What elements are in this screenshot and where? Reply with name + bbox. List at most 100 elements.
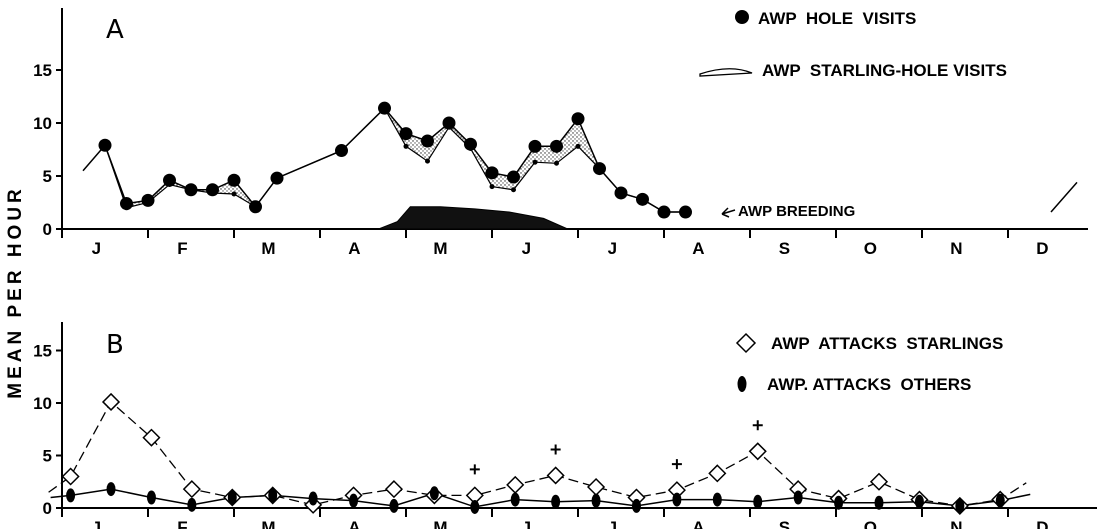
attacks-others-point: [874, 495, 884, 510]
attacks-starlings-point: [61, 467, 80, 486]
attacks-others-point: [66, 488, 76, 503]
attacks-others-point: [712, 492, 722, 507]
starling-visits-point: [124, 205, 129, 211]
attacks-others-point: [753, 494, 763, 509]
plus-marker: [671, 459, 682, 470]
x-tick-label: A: [692, 518, 704, 529]
attacks-starlings-point: [101, 392, 121, 412]
y-tick-label: 10: [33, 114, 52, 133]
x-tick-label: F: [177, 239, 187, 258]
x-tick-label: S: [779, 239, 790, 258]
starling-visits-point: [532, 159, 538, 165]
attacks-others-point: [591, 493, 601, 508]
legend-starling-hole-visits: AWP STARLING-HOLE VISITS: [762, 61, 1007, 80]
panel-b-x-ticks: [61, 508, 1009, 517]
hole-visits-point: [206, 183, 219, 197]
x-tick-label: A: [348, 239, 360, 258]
hole-visits-point: [335, 144, 348, 158]
attacks-others-point: [429, 486, 439, 501]
hole-visits-point: [120, 197, 133, 211]
breeding-area: [378, 206, 568, 230]
y-tick-label: 15: [33, 61, 52, 80]
x-tick-label: J: [522, 239, 531, 258]
plus-marker: [469, 464, 480, 475]
x-tick-label: A: [348, 518, 360, 529]
y-axis-title: MEAN PER HOUR: [5, 185, 26, 399]
attacks-starlings-point: [546, 466, 565, 485]
legend-hole-visits: AWP HOLE VISITS: [758, 9, 916, 28]
starling-visits-point: [446, 124, 452, 130]
attacks-others-point: [551, 494, 561, 509]
attacks-others-point: [349, 493, 359, 508]
y-tick-label: 15: [33, 342, 52, 361]
attacks-starlings-point: [142, 428, 161, 447]
hole-visits-point: [636, 192, 649, 206]
attacks-starlings-line: [48, 400, 1027, 507]
x-tick-label: J: [522, 518, 531, 529]
attacks-others-point: [227, 490, 237, 505]
attacks-others-point: [268, 488, 278, 503]
x-tick-label: O: [864, 518, 877, 529]
x-tick-label: A: [692, 239, 704, 258]
breeding-annotation: AWP BREEDING: [738, 203, 855, 220]
starling-visits-point: [489, 184, 495, 190]
attacks-starlings-point: [748, 442, 767, 461]
x-tick-label: N: [950, 518, 962, 529]
attacks-others-point: [510, 492, 520, 507]
hole-visits-point: [464, 137, 477, 151]
attacks-others-point: [793, 490, 803, 505]
x-tick-label: M: [433, 239, 447, 258]
panel-a-label: A: [106, 15, 124, 45]
attacks-others-markers: [66, 482, 1005, 514]
x-tick-label: S: [779, 518, 790, 529]
panel-b: 0 5 10 15 J F M A M J J A S O N D B AWP ATTACKS STARLI…: [33, 322, 1097, 529]
attacks-others-point: [631, 498, 641, 513]
starling-visits-point: [210, 190, 215, 196]
breeding-annotation-arrow: [721, 207, 736, 218]
starling-visits-point: [554, 160, 559, 166]
plus-markers: [469, 420, 763, 475]
x-tick-label: M: [261, 239, 275, 258]
x-tick-label: J: [92, 239, 101, 258]
attacks-others-point: [470, 499, 480, 514]
hole-visits-point: [270, 171, 284, 185]
legend-dot-icon: [735, 10, 749, 24]
hole-visits-point: [679, 205, 692, 219]
attacks-starlings-point: [182, 480, 201, 499]
y-tick-label: 0: [43, 499, 52, 518]
x-tick-label: M: [261, 518, 275, 529]
attacks-others-point: [389, 498, 399, 513]
hole-visits-point: [528, 139, 542, 153]
starling-visits-point: [167, 181, 172, 187]
panel-a-y-ticks: 0 5 10 15: [33, 61, 62, 239]
legend-attacks-others: AWP. ATTACKS OTHERS: [767, 375, 971, 394]
attacks-others-point: [187, 497, 197, 512]
attacks-others-point: [308, 491, 318, 506]
x-tick-label: M: [433, 518, 447, 529]
attacks-others-point: [834, 495, 844, 510]
hole-visits-point: [442, 116, 456, 130]
attacks-starlings-point: [869, 472, 889, 491]
y-tick-label: 0: [43, 220, 52, 239]
hole-visits-point: [163, 173, 176, 187]
hole-visits-point: [657, 205, 671, 219]
legend-diamond-icon: [735, 332, 757, 354]
panel-a-x-ticks: [61, 229, 1009, 238]
starling-visits-point: [231, 191, 237, 197]
legend-band-icon: [699, 68, 753, 77]
hole-visits-point: [571, 112, 585, 126]
attacks-others-point: [672, 492, 682, 507]
hole-visits-point: [485, 166, 499, 180]
panel-b-y-ticks: 0 5 10 15: [33, 342, 62, 518]
panel-b-label: B: [106, 330, 124, 360]
attacks-starlings-point: [506, 475, 525, 494]
attacks-others-point: [914, 494, 924, 509]
attacks-others-point: [106, 482, 116, 497]
y-tick-label: 10: [33, 394, 52, 413]
starling-visits-point: [468, 145, 473, 151]
hole-visits-point: [184, 183, 198, 197]
plus-marker: [550, 444, 561, 455]
